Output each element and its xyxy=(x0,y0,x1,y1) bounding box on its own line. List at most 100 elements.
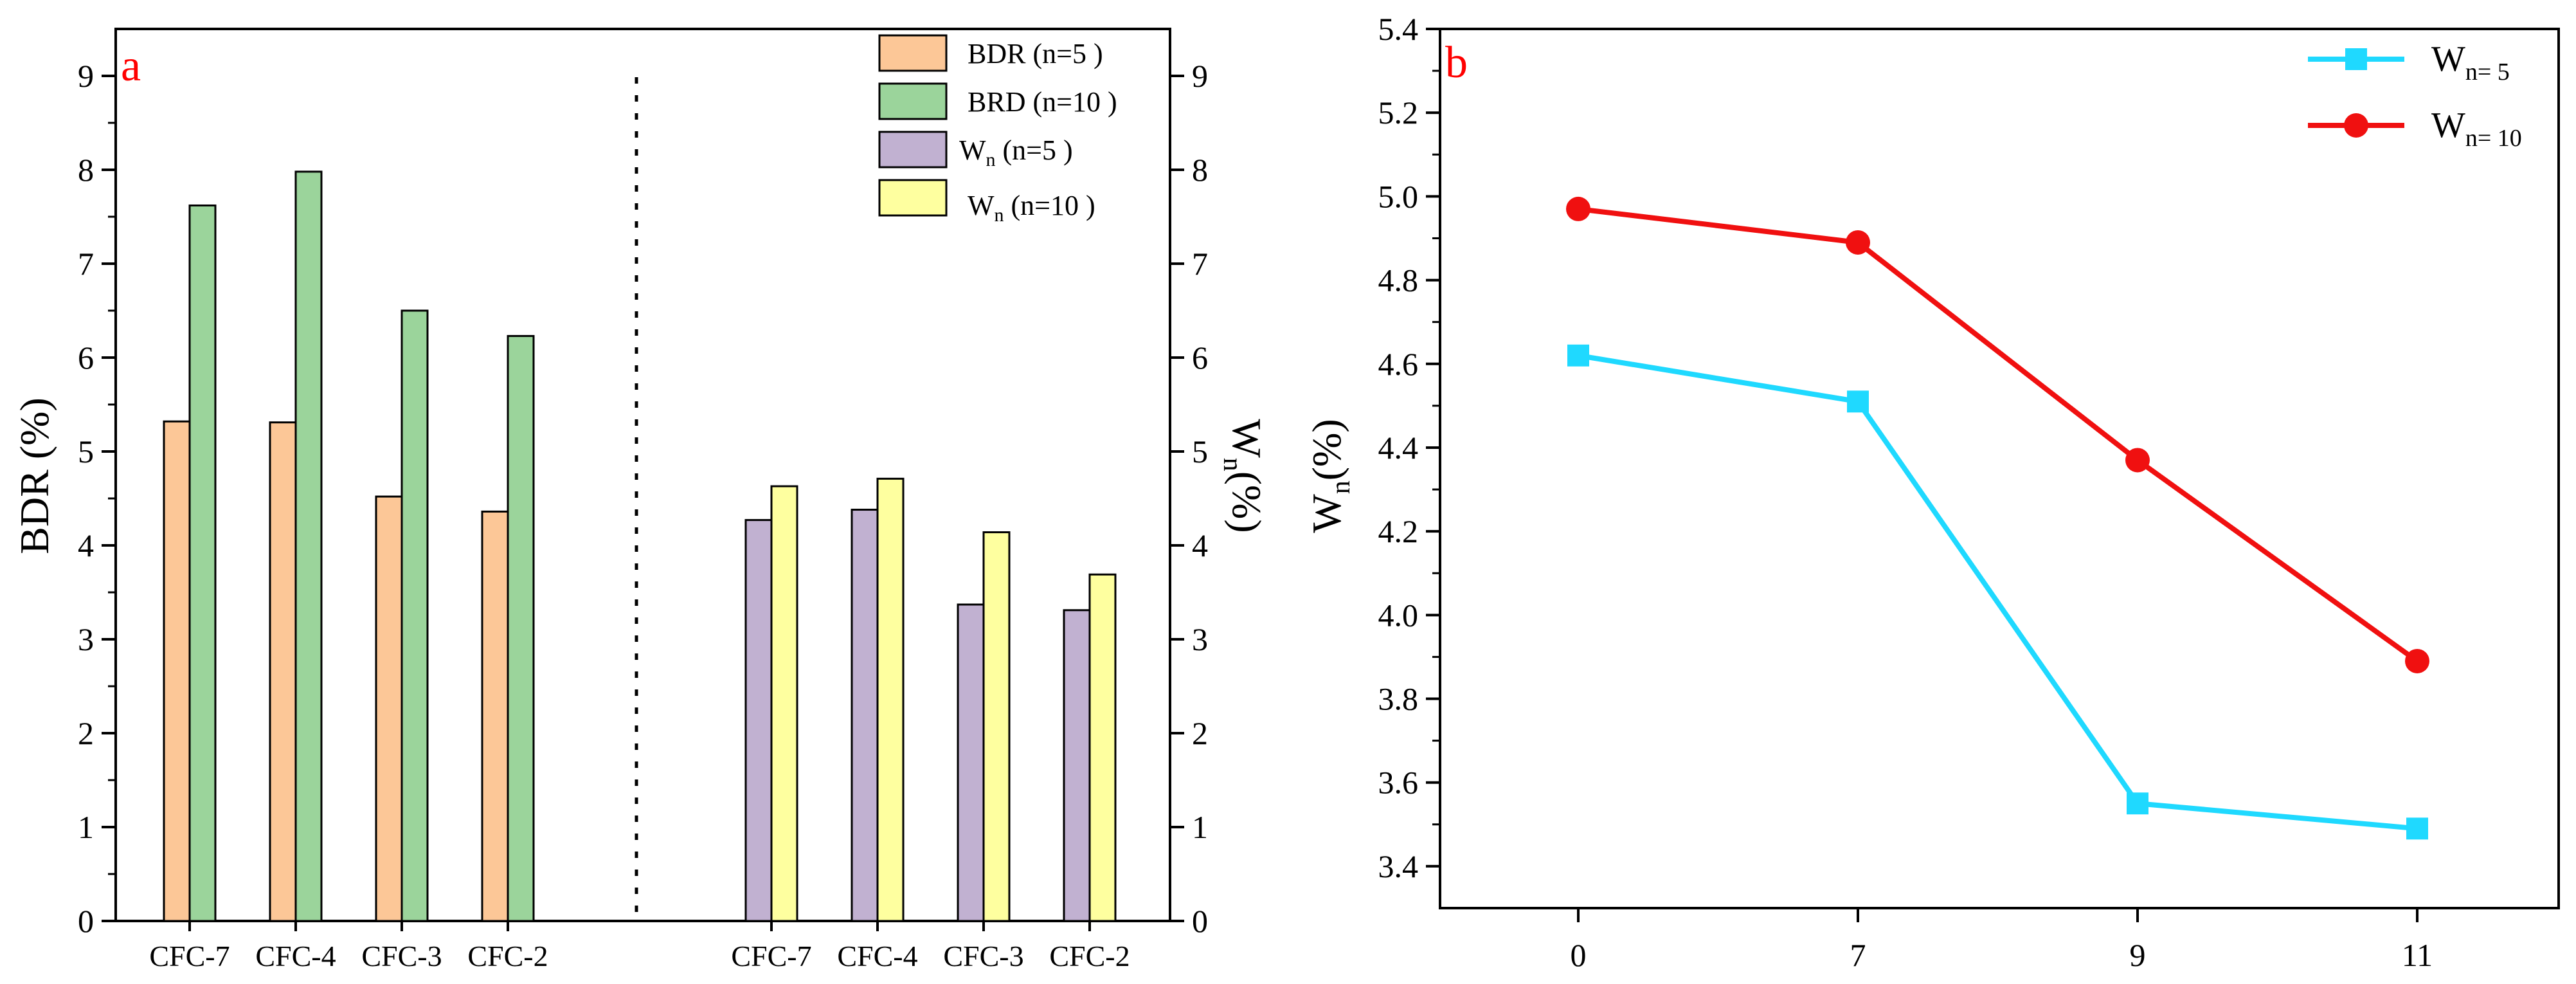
b-x-tick-label: 9 xyxy=(2130,937,2146,973)
b-x-tick-label: 0 xyxy=(1571,937,1587,973)
panel-b-ylabel: Wn(%) xyxy=(1304,419,1356,533)
a-left-tick-label: 5 xyxy=(78,433,94,469)
panel-b-ylabel-main: W xyxy=(1304,494,1349,533)
panel-b-label: b xyxy=(1445,38,1468,87)
bar-left-s0-c2 xyxy=(375,495,403,922)
a-category-label: CFC-2 xyxy=(1049,940,1130,972)
a-category-label: CFC-2 xyxy=(467,940,548,972)
a-right-tick-label: 0 xyxy=(1192,903,1208,939)
legend-label-bdr-n5: BDR (n=5 ) xyxy=(968,38,1103,69)
line-series-1 xyxy=(1578,206,2419,664)
legend-wn-n10-tail: (n=10 ) xyxy=(1004,190,1095,221)
point-series-0-1 xyxy=(1847,390,1869,413)
legend-label-wn10: Wn= 10 xyxy=(2431,105,2522,152)
panel-a-ylabel2-main: W xyxy=(1224,419,1270,458)
point-series-1-0 xyxy=(1566,196,1590,221)
a-left-tick-label: 4 xyxy=(78,527,94,563)
bar-left-s0-c3 xyxy=(481,510,509,922)
b-y-tick-label: 3.6 xyxy=(1378,765,1419,801)
legend-wn-n5-main: W xyxy=(959,134,986,166)
legend-marker-wn5 xyxy=(2345,48,2367,70)
a-right-tick-label: 2 xyxy=(1192,715,1208,751)
b-y-tick-label: 4.2 xyxy=(1378,513,1419,549)
legend-wn-n10-sub: n xyxy=(995,205,1004,226)
bar-right-s0-c0 xyxy=(744,519,773,922)
legend-label-brd-n10: BRD (n=10 ) xyxy=(968,86,1117,118)
b-y-tick-label: 3.4 xyxy=(1378,848,1419,884)
bar-left-s1-c0 xyxy=(188,204,217,922)
bar-left-s0-c0 xyxy=(163,420,191,922)
point-series-0-2 xyxy=(2127,792,2148,815)
panel-a-bars xyxy=(163,170,1117,922)
a-category-label: CFC-4 xyxy=(255,940,336,972)
legend-swatch-brd-n10 xyxy=(878,82,948,120)
b-y-tick-label: 5.4 xyxy=(1378,11,1419,47)
a-right-tick-label: 1 xyxy=(1192,809,1208,845)
bar-left-s1-c3 xyxy=(507,334,535,922)
panel-a-category-labels: CFC-7 CFC-4 CFC-3 CFC-2 CFC-7 CFC-4 CFC-3 CFC-2 xyxy=(149,921,1130,972)
panel-a-ylabel2: Wn(%) xyxy=(1218,419,1270,533)
legend-swatch-wn-n5 xyxy=(878,131,948,169)
panel-b-plot-frame xyxy=(1439,28,2560,909)
bar-left-s1-c1 xyxy=(294,170,323,922)
panel-a-ylabel2-tail: (%) xyxy=(1224,471,1270,533)
panel-b: b 3.4 3.6 3.8 4.0 4.2 4.4 4.6 4.8 5.0 5.2 5.4 0 7 9 1… xyxy=(1304,11,2560,973)
panel-a-ylabel2-sub: n xyxy=(1218,458,1247,471)
legend-swatch-bdr-n5 xyxy=(878,34,948,72)
panel-a-plot-frame xyxy=(114,28,1171,922)
b-y-tick-label: 5.0 xyxy=(1378,178,1419,214)
panel-b-ylabel-tail: (%) xyxy=(1304,419,1349,480)
bar-right-s1-c3 xyxy=(1088,573,1117,922)
legend-wn-n5-sub: n xyxy=(986,149,996,170)
bar-right-s1-c2 xyxy=(982,531,1011,922)
b-y-tick-label: 4.8 xyxy=(1378,262,1419,298)
b-y-tick-label: 4.0 xyxy=(1378,597,1419,633)
b-x-tick-label: 11 xyxy=(2402,937,2433,973)
a-right-tick-label: 4 xyxy=(1192,527,1208,563)
legend-wn5-main: W xyxy=(2431,39,2465,79)
a-left-tick-label: 7 xyxy=(78,246,94,282)
a-left-tick-label: 8 xyxy=(78,152,94,188)
panel-b-legend: Wn= 5 Wn= 10 xyxy=(2308,39,2522,152)
point-series-0-0 xyxy=(1567,344,1589,367)
b-y-tick-label: 4.6 xyxy=(1378,346,1419,382)
legend-wn-n5-tail: (n=5 ) xyxy=(996,134,1073,166)
panel-b-series xyxy=(1566,196,2429,840)
b-y-tick-label: 5.2 xyxy=(1378,95,1419,131)
panel-a-label: a xyxy=(121,41,141,91)
a-right-tick-label: 5 xyxy=(1192,433,1208,469)
bar-left-s0-c1 xyxy=(269,421,297,922)
a-right-tick-label: 8 xyxy=(1192,152,1208,188)
legend-label-wn5: Wn= 5 xyxy=(2431,39,2510,86)
legend-wn5-sub: n= 5 xyxy=(2465,59,2510,86)
b-y-tick-label: 3.8 xyxy=(1378,681,1419,717)
panel-b-y-axis: 3.4 3.6 3.8 4.0 4.2 4.4 4.6 4.8 5.0 5.2 5.4 xyxy=(1378,11,1440,884)
panel-b-x-axis: 0 7 9 11 xyxy=(1571,908,2433,973)
a-left-tick-label: 6 xyxy=(78,340,94,376)
point-series-0-3 xyxy=(2406,817,2428,840)
a-right-tick-label: 7 xyxy=(1192,246,1208,282)
a-left-tick-label: 1 xyxy=(78,809,94,845)
point-series-1-1 xyxy=(1846,230,1870,255)
legend-wn-n10-main: W xyxy=(968,190,995,221)
legend-wn10-sub: n= 10 xyxy=(2465,125,2522,152)
legend-wn10-main: W xyxy=(2431,105,2465,145)
a-left-tick-label: 2 xyxy=(78,715,94,751)
a-category-label: CFC-3 xyxy=(361,940,442,972)
line-series-0 xyxy=(1578,352,2418,832)
b-x-tick-label: 7 xyxy=(1850,937,1866,973)
legend-label-wn-n10: Wn (n=10 ) xyxy=(968,190,1095,226)
a-category-label: CFC-7 xyxy=(149,940,230,972)
point-series-1-3 xyxy=(2405,648,2429,673)
point-series-1-2 xyxy=(2125,448,2150,473)
a-right-tick-label: 6 xyxy=(1192,340,1208,376)
bar-right-s0-c1 xyxy=(851,509,879,922)
a-category-label: CFC-7 xyxy=(731,940,811,972)
a-category-label: CFC-3 xyxy=(943,940,1023,972)
panel-a-left-axis: 0 1 2 3 4 5 6 7 8 9 xyxy=(78,58,116,939)
legend-label-wn-n5: Wn (n=5 ) xyxy=(959,134,1073,170)
bar-right-s0-c3 xyxy=(1063,609,1091,922)
